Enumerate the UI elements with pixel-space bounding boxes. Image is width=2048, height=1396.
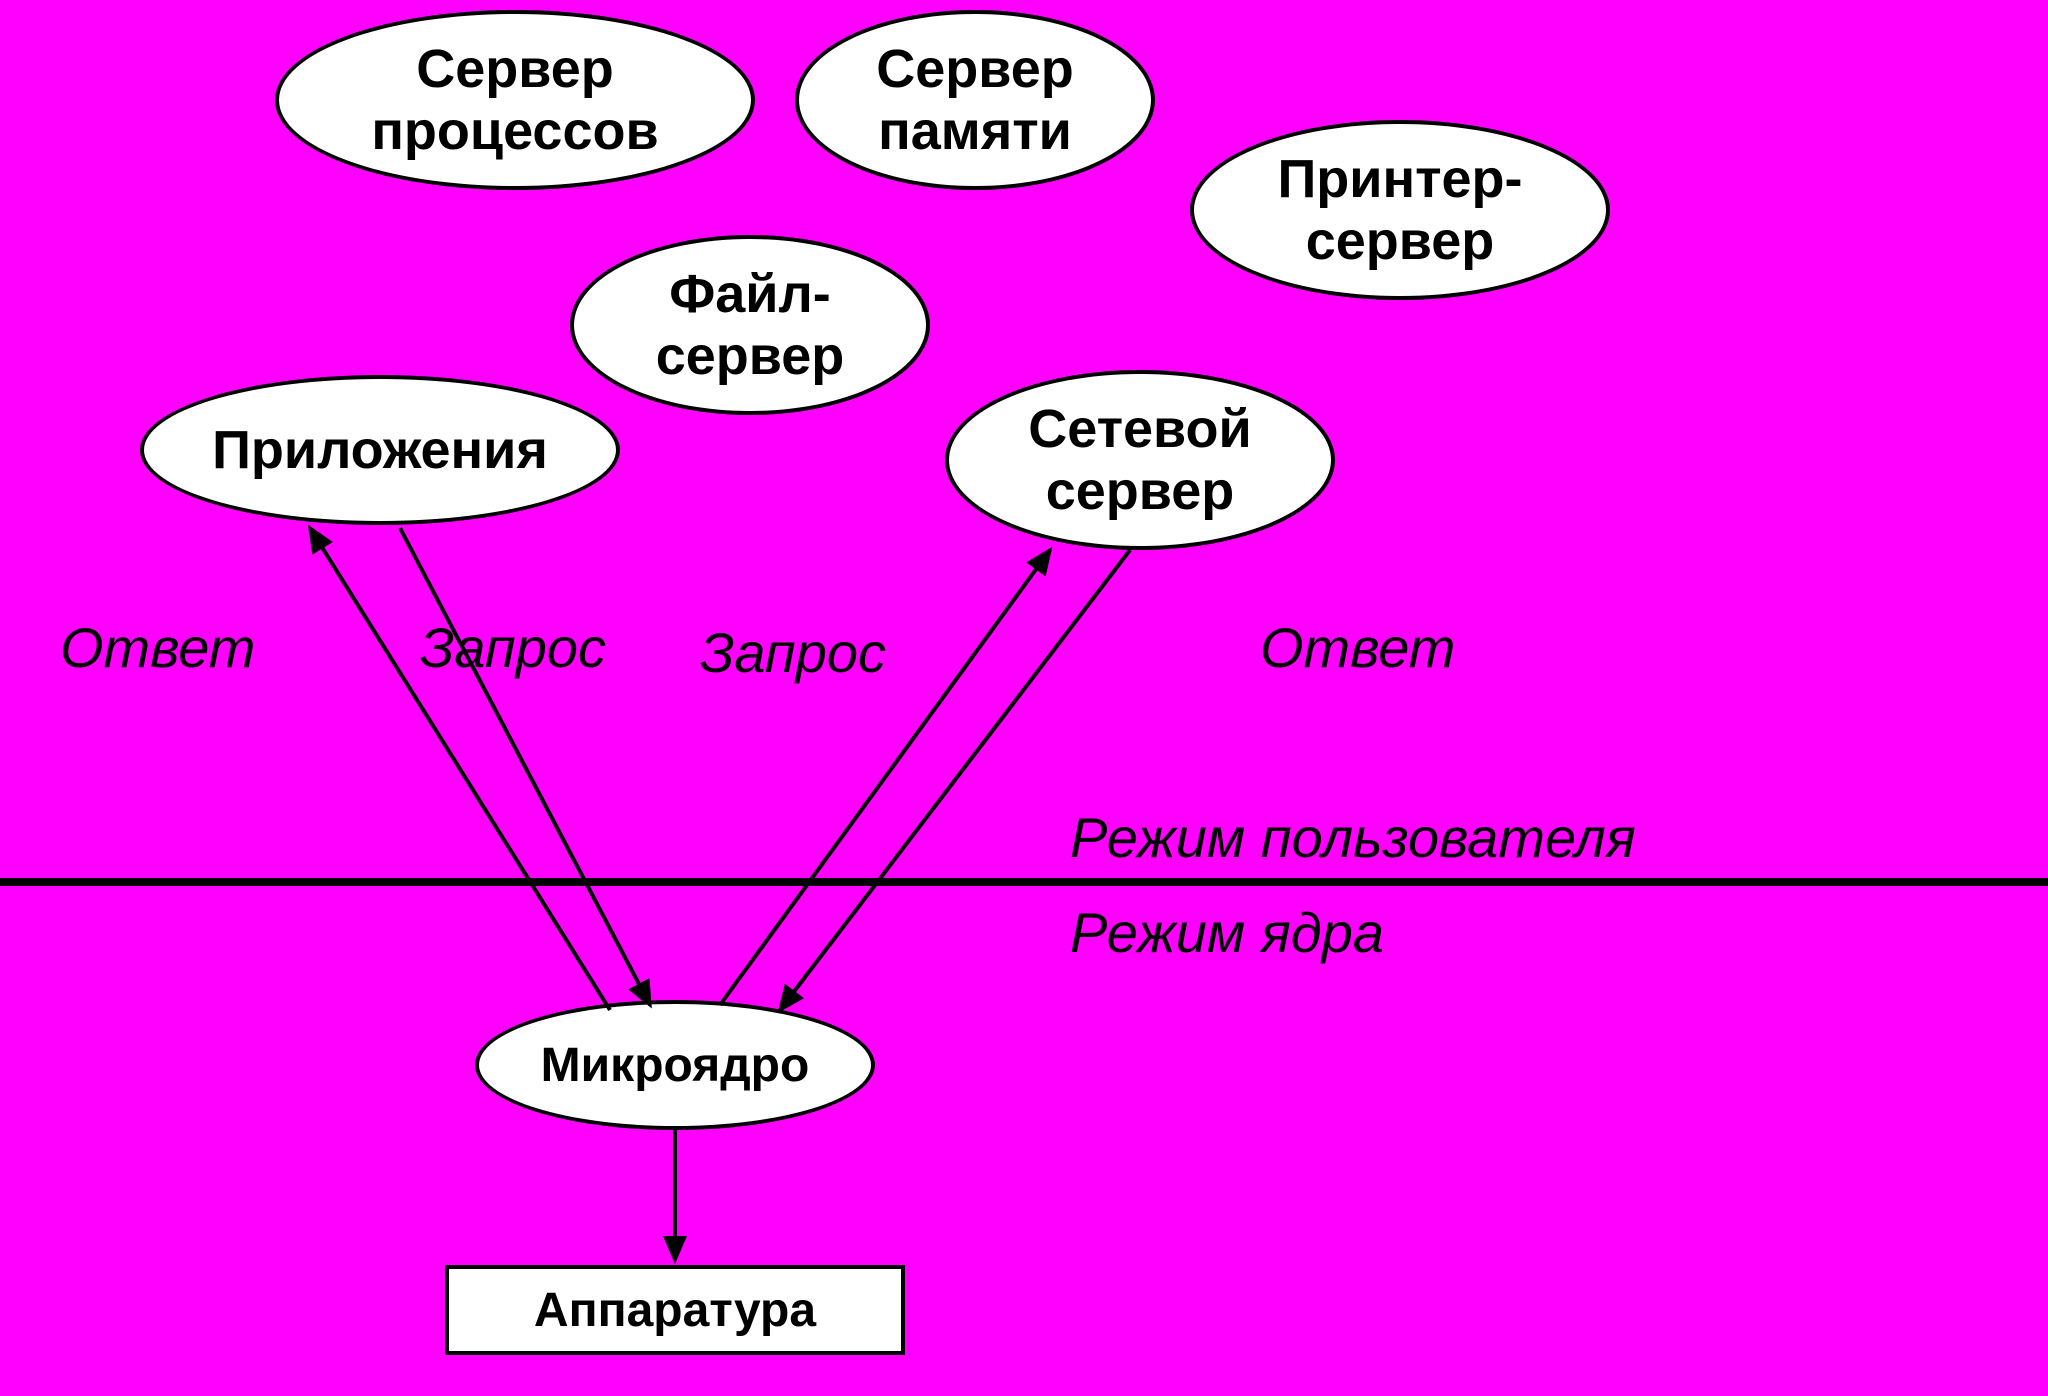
edge-applications-to-microkernel: [400, 528, 650, 1005]
node-printer-server: Принтер- сервер: [1190, 120, 1610, 300]
arrows-layer: [0, 0, 2048, 1396]
label-answer-left: Ответ: [60, 615, 255, 680]
node-printer-server-line2: сервер: [1306, 211, 1495, 271]
node-file-server-line2: сервер: [656, 326, 845, 386]
node-memory-server: Сервер памяти: [795, 10, 1155, 190]
mode-separator-line: [0, 878, 2048, 886]
label-answer-right: Ответ: [1260, 615, 1455, 680]
label-user-mode: Режим пользователя: [1070, 805, 1636, 870]
node-applications-label: Приложения: [212, 419, 548, 481]
node-hardware-label: Аппаратура: [534, 1283, 816, 1338]
node-file-server-line1: Файл-: [669, 264, 831, 324]
node-process-server: Сервер процессов: [275, 10, 755, 190]
node-hardware: Аппаратура: [445, 1265, 905, 1355]
node-network-server: Сетевой сервер: [945, 370, 1335, 550]
node-network-server-line1: Сетевой: [1028, 399, 1251, 459]
node-applications: Приложения: [140, 375, 620, 525]
node-process-server-line1: Сервер: [416, 39, 614, 99]
node-memory-server-line2: памяти: [878, 101, 1072, 161]
node-file-server: Файл- сервер: [570, 235, 930, 415]
node-printer-server-line1: Принтер-: [1277, 149, 1522, 209]
node-process-server-line2: процессов: [371, 101, 658, 161]
node-network-server-line2: сервер: [1046, 461, 1235, 521]
label-kernel-mode: Режим ядра: [1070, 900, 1384, 965]
edge-microkernel-to-network-server: [720, 550, 1050, 1005]
node-microkernel: Микроядро: [475, 1000, 875, 1130]
label-request-left: Запрос: [420, 615, 606, 680]
edge-microkernel-to-applications: [310, 528, 610, 1010]
label-request-right: Запрос: [700, 620, 886, 685]
node-memory-server-line1: Сервер: [876, 39, 1074, 99]
node-microkernel-label: Микроядро: [541, 1038, 810, 1093]
